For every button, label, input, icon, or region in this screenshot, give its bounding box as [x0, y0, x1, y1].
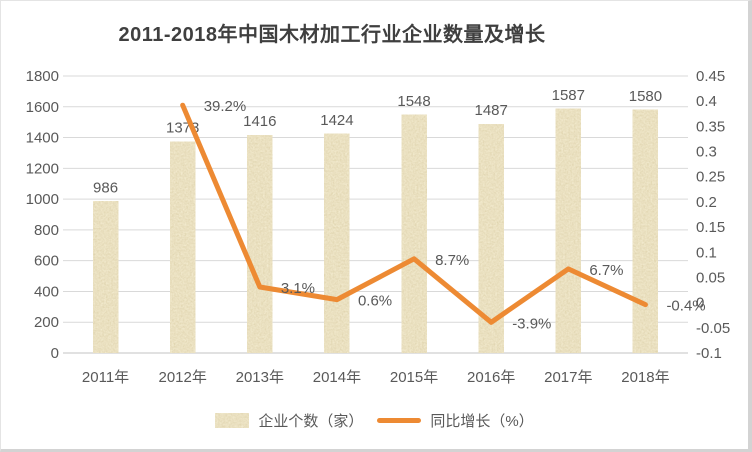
y-axis-tick-label: 0: [51, 345, 59, 362]
x-axis-tick-label: 2016年: [467, 369, 515, 386]
y-axis-tick-label: 1800: [26, 68, 59, 85]
line-value-label: -0.4%: [666, 298, 705, 315]
y2-axis-tick-label: 0.2: [696, 194, 717, 211]
y2-axis-tick-label: 0.4: [696, 93, 717, 110]
y2-axis-tick-label: -0.05: [696, 320, 730, 337]
y2-axis-tick-label: 0.3: [696, 144, 717, 161]
bar: [170, 141, 196, 353]
bar-value-label: 1548: [397, 93, 430, 110]
y2-axis-tick-label: 0.1: [696, 244, 717, 261]
legend-line-label: 同比增长（%）: [430, 412, 534, 430]
y2-axis-tick-label: 0.35: [696, 118, 725, 135]
x-axis-tick-label: 2015年: [390, 369, 438, 386]
bar: [247, 135, 273, 353]
chart-title: 2011-2018年中国木材加工行业企业数量及增长: [118, 24, 546, 46]
bar-value-label: 1424: [320, 112, 353, 129]
x-axis-tick-label: 2018年: [621, 369, 669, 386]
line-value-label: 3.1%: [281, 280, 315, 297]
bar: [632, 109, 658, 353]
y2-axis-tick-label: 0.25: [696, 169, 725, 186]
y2-axis-tick-label: 0.05: [696, 269, 725, 286]
legend-bar-swatch: [215, 412, 250, 428]
y-axis-tick-label: 1400: [26, 130, 59, 147]
legend: 企业个数（家） 同比增长（%）: [1, 404, 748, 436]
chart-canvas: 1800 1600 1400 1200 1000 800 600 400 200 0 0.45 0.4…: [26, 68, 731, 386]
y2-axis-tick-label: -0.1: [696, 345, 722, 362]
x-axis-tick-label: 2017年: [544, 369, 592, 386]
y2-axis-tick-label: 0.15: [696, 219, 725, 236]
y-axis-tick-label: 400: [34, 283, 59, 300]
y-axis-tick-label: 1200: [26, 160, 59, 177]
bar: [93, 201, 119, 353]
bar: [324, 133, 350, 353]
x-axis-tick-label: 2011年: [82, 369, 129, 386]
y-axis-tick-label: 800: [34, 222, 59, 239]
y-axis-tick-label: 200: [34, 314, 59, 331]
bar-value-label: 1587: [552, 87, 585, 104]
bar-value-label: 986: [93, 179, 118, 196]
bar: [401, 114, 427, 353]
y2-axis-tick-label: 0: [696, 295, 704, 312]
legend-bar-label: 企业个数（家）: [258, 412, 364, 430]
line-value-label: 0.6%: [358, 293, 392, 310]
bar-value-label: 1580: [629, 88, 662, 105]
x-axis-tick-label: 2013年: [236, 369, 284, 386]
growth-line: [180, 102, 648, 325]
bar-value-label: 1416: [243, 113, 276, 130]
legend-item-bars: 企业个数（家）: [215, 410, 363, 431]
legend-item-line: 同比增长（%）: [377, 410, 534, 431]
x-axis-tick-label: 2012年: [159, 369, 207, 386]
line-value-label: 39.2%: [204, 98, 247, 115]
bar: [555, 108, 581, 353]
legend-line-swatch: [377, 417, 422, 423]
x-axis-tick-label: 2014年: [313, 369, 361, 386]
line-value-label: 8.7%: [435, 252, 469, 269]
line-value-label: 6.7%: [589, 262, 623, 279]
line-value-label: -3.9%: [512, 315, 551, 332]
bar-value-label: 1487: [475, 102, 508, 119]
y-axis-tick-label: 600: [34, 253, 59, 270]
y-axis-tick-label: 1000: [26, 191, 59, 208]
y2-axis-tick-label: 0.45: [696, 68, 725, 85]
y-axis-tick-label: 1600: [26, 99, 59, 116]
